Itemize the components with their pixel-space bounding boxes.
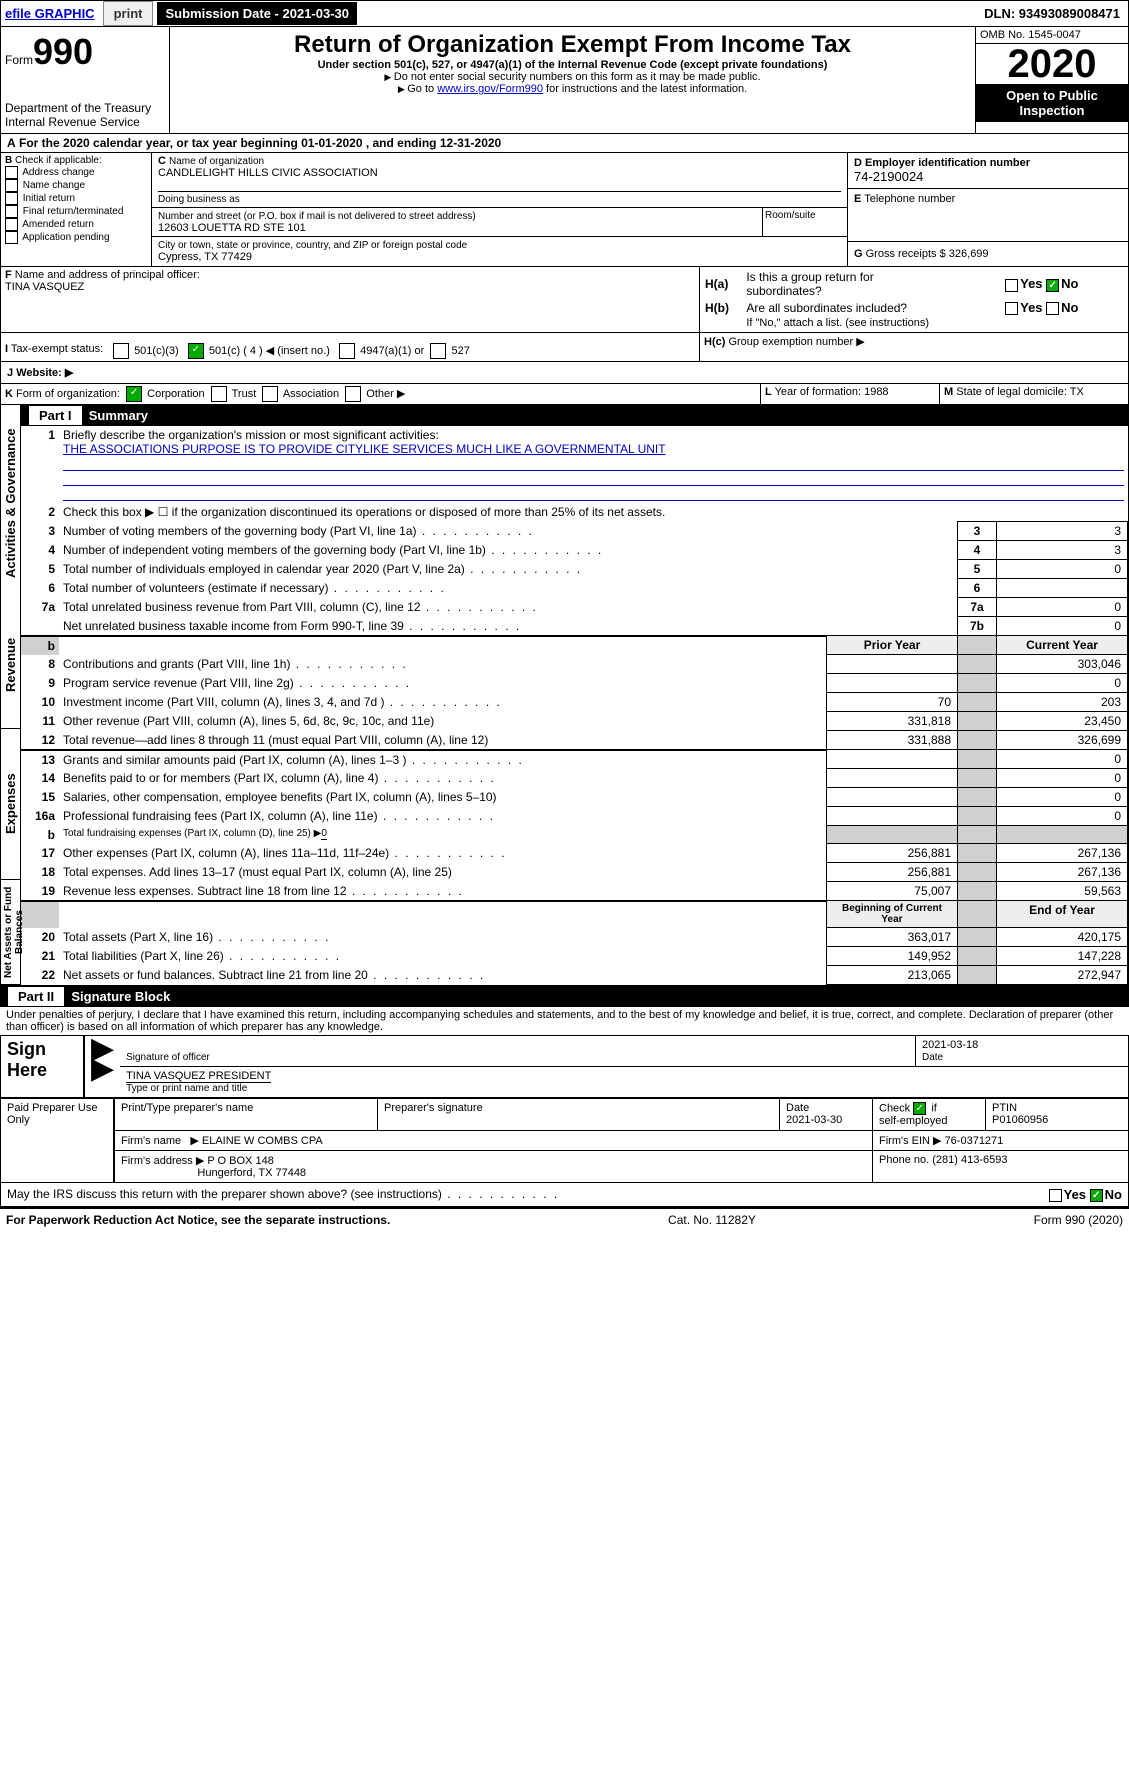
- print-button[interactable]: print: [103, 1, 154, 26]
- officer-name: TINA VASQUEZ PRESIDENT: [126, 1070, 271, 1083]
- mission-text: THE ASSOCIATIONS PURPOSE IS TO PROVIDE C…: [63, 442, 666, 456]
- checkbox-application-pending: Application pending: [5, 231, 147, 244]
- section-j: J Website: ▶: [0, 362, 1129, 384]
- year-formed: 1988: [864, 386, 888, 398]
- page-footer: For Paperwork Reduction Act Notice, see …: [0, 1207, 1129, 1231]
- self-employed-check: [913, 1102, 926, 1115]
- dln: DLN: 93493089008471: [976, 2, 1128, 25]
- principal-officer: TINA VASQUEZ: [5, 281, 84, 293]
- dept-treasury: Department of the Treasury: [5, 101, 165, 115]
- part1-header: Part I Summary: [21, 405, 1128, 426]
- tab-expenses: Expenses: [1, 729, 20, 880]
- tax-year: 2020: [976, 44, 1128, 84]
- ptin: P01060956: [992, 1114, 1048, 1126]
- form-title: Return of Organization Exempt From Incom…: [174, 31, 971, 59]
- firm-name: ELAINE W COMBS CPA: [202, 1135, 323, 1147]
- sign-block: Sign Here ▶▶ Signature of officer 2021-0…: [0, 1035, 1129, 1098]
- sign-date: 2021-03-18: [922, 1039, 978, 1051]
- ein: 74-2190024: [854, 169, 923, 184]
- org-name: CANDLELIGHT HILLS CIVIC ASSOCIATION: [158, 167, 378, 179]
- discuss-no-check: [1090, 1189, 1103, 1202]
- domicile-state: TX: [1070, 386, 1084, 398]
- section-a: A For the 2020 calendar year, or tax yea…: [0, 134, 1129, 153]
- org-city: Cypress, TX 77429: [158, 251, 252, 263]
- checkbox-address-change: Address change: [5, 166, 147, 179]
- form-header: Form990 Department of the Treasury Inter…: [0, 27, 1129, 134]
- open-inspection: Open to PublicInspection: [976, 84, 1128, 122]
- corp-check: [126, 386, 142, 402]
- checkbox-initial-return: Initial return: [5, 192, 147, 205]
- summary-table: 1Briefly describe the organization's mis…: [21, 426, 1128, 985]
- org-address: 12603 LOUETTA RD STE 101: [158, 222, 306, 234]
- part2-header: Part II Signature Block: [0, 986, 1129, 1007]
- form-number: 990: [33, 31, 93, 72]
- section-i: I Tax-exempt status: 501(c)(3) 501(c) ( …: [0, 333, 1129, 362]
- tab-activities: Activities & Governance: [1, 405, 20, 601]
- checkbox-name-change: Name change: [5, 179, 147, 192]
- 501c4-check: [188, 343, 204, 359]
- part1-container: Activities & Governance Revenue Expenses…: [0, 405, 1129, 986]
- perjury-statement: Under penalties of perjury, I declare th…: [0, 1007, 1129, 1035]
- tab-revenue: Revenue: [1, 601, 20, 729]
- preparer-block: Paid Preparer Use Only Print/Type prepar…: [0, 1098, 1129, 1183]
- top-bar: efile GRAPHIC print Submission Date - 20…: [0, 0, 1129, 27]
- efile-link[interactable]: efile GRAPHIC: [1, 2, 99, 25]
- irs-link[interactable]: www.irs.gov/Form990: [437, 83, 543, 95]
- checkbox-amended-return: Amended return: [5, 218, 147, 231]
- section-klm: K Form of organization: Corporation Trus…: [0, 384, 1129, 405]
- section-fh: F Name and address of principal officer:…: [0, 267, 1129, 333]
- submission-date: Submission Date - 2021-03-30: [157, 2, 357, 25]
- discuss-row: May the IRS discuss this return with the…: [0, 1183, 1129, 1207]
- ha-no-check: [1046, 279, 1059, 292]
- gross-receipts: 326,699: [949, 248, 989, 260]
- checkbox-final-return-terminated: Final return/terminated: [5, 205, 147, 218]
- tab-netassets: Net Assets or Fund Balances: [1, 880, 20, 985]
- section-bcdefgh: B Check if applicable: Address change Na…: [0, 153, 1129, 267]
